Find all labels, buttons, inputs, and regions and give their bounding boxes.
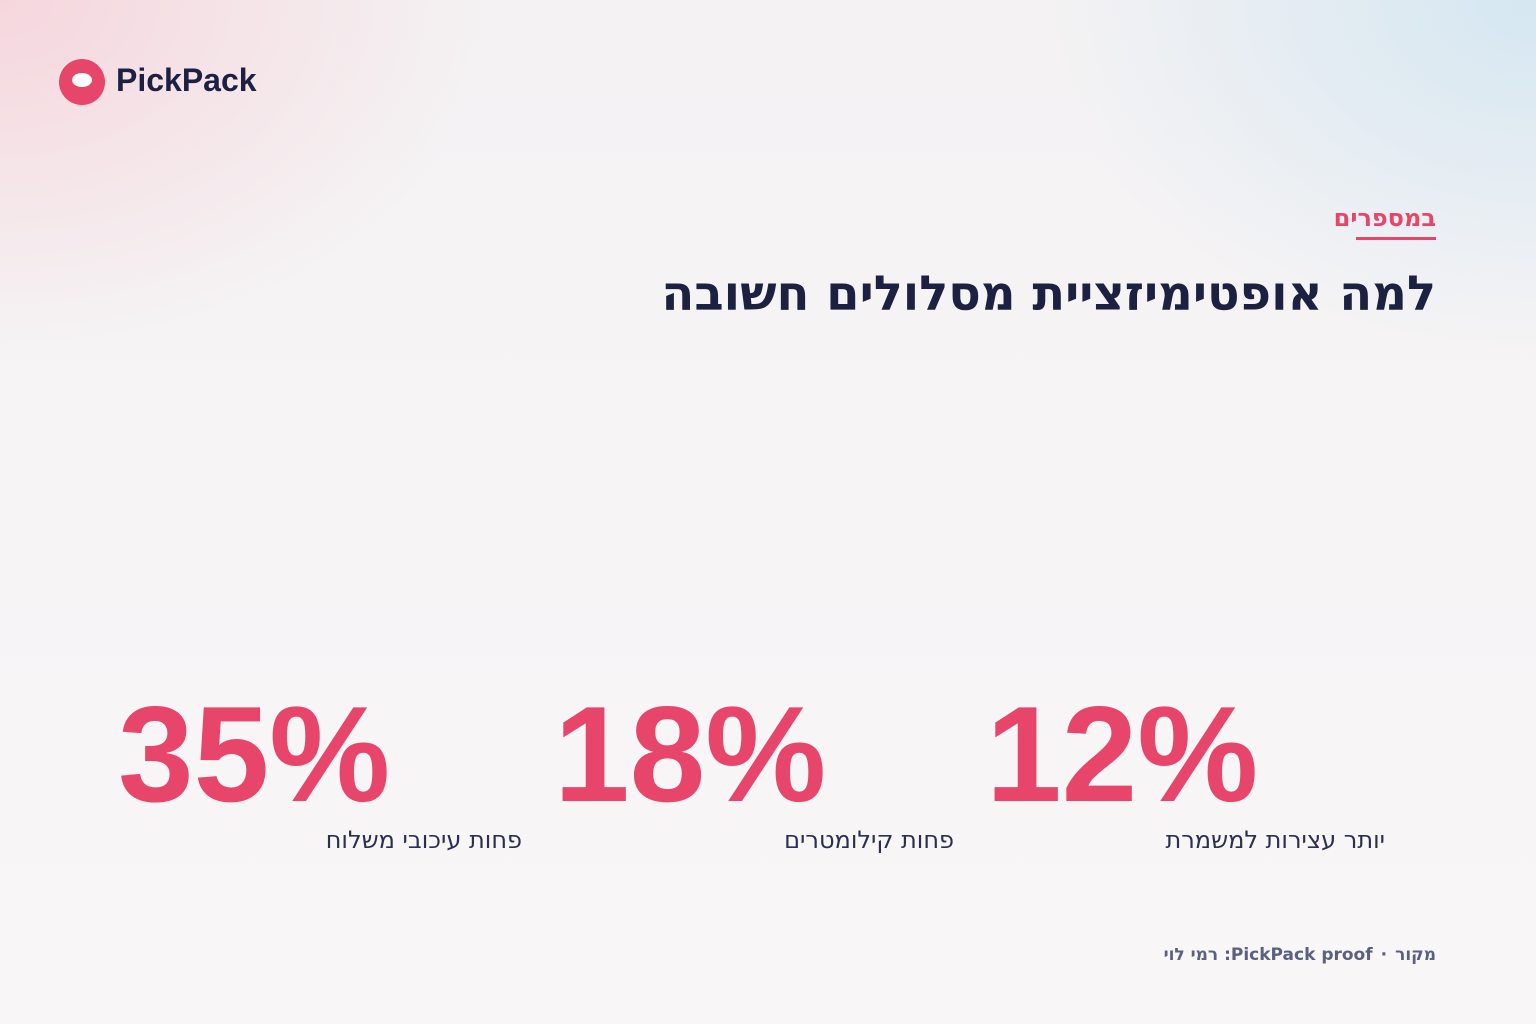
stat-label: פחות עיכובי משלוח [325, 826, 522, 854]
eyebrow-underline [1356, 237, 1436, 240]
source-text: PickPack proof: רמי לוי [1163, 945, 1373, 965]
stat-label: פחות קילומטרים [784, 826, 954, 854]
stat-value: 18% [554, 678, 827, 830]
brand-name: PickPack [116, 62, 257, 98]
source: מקור · PickPack proof: רמי לוי [1156, 945, 1436, 965]
source-separator: · [1380, 945, 1388, 965]
stat-value: 35% [118, 678, 391, 830]
source-label: מקור [1395, 945, 1436, 965]
eyebrow: במספרים [1333, 204, 1436, 232]
logo-icon [59, 59, 105, 105]
stat-value: 12% [986, 678, 1259, 830]
title: למה אופטימיזציית מסלולים חשובה [661, 266, 1436, 322]
stat-label: יותר עצירות למשמרת [1165, 826, 1385, 854]
